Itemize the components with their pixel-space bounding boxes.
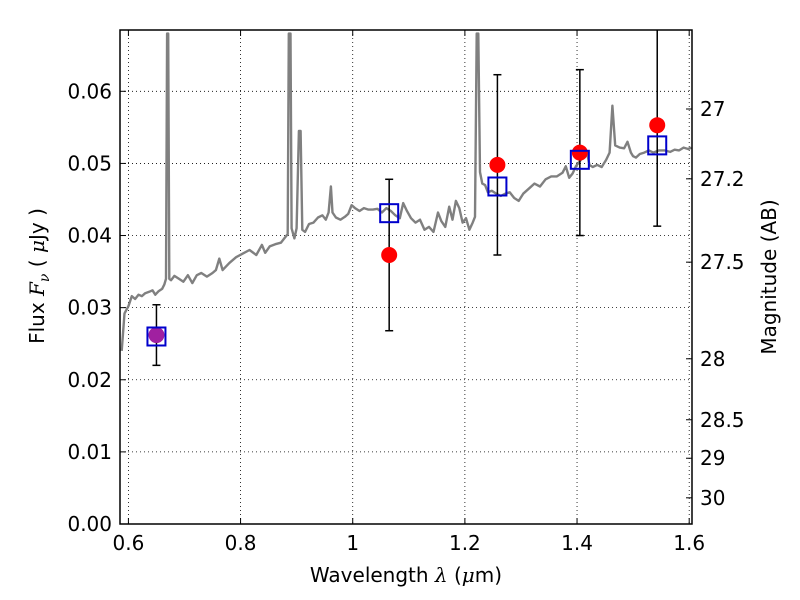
magnitude-tick-label: 29 [700,446,725,470]
x-axis-label: Wavelength λ (μm) [310,563,502,587]
observed-point [571,144,588,161]
axis-ticks: 0.6 0.8 1 1.2 1.4 1.6 0.00 0.01 0.02 0.03 0.04 0.05… [67,30,745,555]
y-tick-label: 0.01 [67,440,112,464]
spectrum-line [120,32,692,351]
photometry-points [146,30,668,367]
y-tick-label: 0.04 [67,224,112,248]
grid-lines [120,30,692,524]
observed-point [489,156,506,173]
x-tick-label: 0.8 [225,531,257,555]
y-tick-label: 0.05 [67,151,112,175]
y-tick-label: 0.06 [67,79,112,103]
model-point [487,176,508,197]
model-point [146,326,167,347]
y-tick-label: 0.00 [67,512,112,536]
model-point [569,149,590,170]
x-tick-label: 1 [346,531,359,555]
magnitude-tick-label: 28 [700,347,725,371]
x-tick-label: 1.2 [449,531,481,555]
y-axis-label: Flux Fν ( μJy ) [25,208,53,344]
model-spectrum [120,32,692,351]
x-tick-label: 0.6 [113,531,145,555]
observed-point [148,327,165,344]
magnitude-tick-label: 30 [700,486,725,510]
magnitude-tick-label: 27.5 [700,250,745,274]
magnitude-tick-label: 27.2 [700,167,745,191]
x-tick-label: 1.6 [673,531,705,555]
observed-point [649,117,666,134]
y-tick-label: 0.02 [67,368,112,392]
model-point [647,135,668,156]
magnitude-tick-label: 28.5 [700,408,745,432]
x-tick-label: 1.4 [561,531,593,555]
y-tick-label: 0.03 [67,296,112,320]
observed-point [381,247,398,264]
magnitude-axis-label: Magnitude (AB) [757,199,781,354]
plot-frame [119,29,693,525]
magnitude-tick-label: 27 [700,97,725,121]
model-point [379,203,400,224]
